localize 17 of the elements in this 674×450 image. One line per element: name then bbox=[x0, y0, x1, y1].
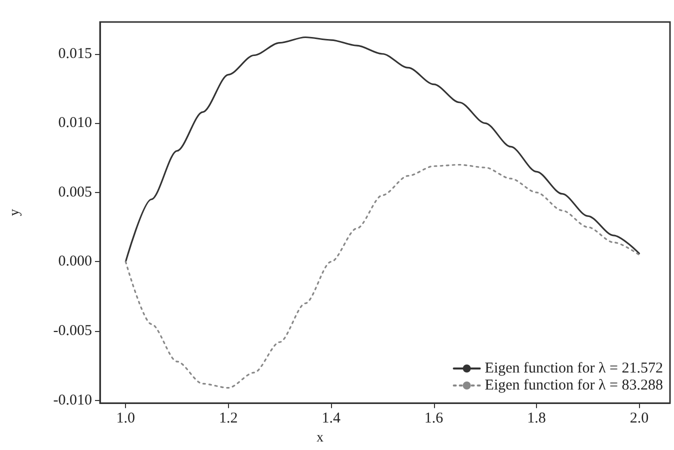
legend-label: Eigen function for λ = 21.572 bbox=[484, 360, 664, 376]
x-axis-title: x bbox=[316, 430, 324, 446]
y-tick-label: -0.005 bbox=[53, 323, 92, 340]
y-tick-label: -0.010 bbox=[53, 392, 92, 408]
x-tick-label: 1.0 bbox=[116, 410, 136, 427]
x-tick-label: 2.0 bbox=[630, 410, 649, 427]
y-axis-title: y bbox=[8, 209, 22, 216]
y-tick-label: 0.015 bbox=[58, 46, 92, 62]
x-tick-label: 1.2 bbox=[219, 410, 238, 427]
line-series bbox=[124, 36, 640, 263]
x-tick-label: 1.6 bbox=[424, 410, 444, 427]
x-tick-label: 1.4 bbox=[322, 410, 341, 427]
legend-label: Eigen function for λ = 83.288 bbox=[484, 378, 664, 394]
y-tick-label: 0.005 bbox=[58, 184, 92, 200]
x-tick-label: 1.8 bbox=[527, 410, 546, 427]
y-tick-label: 0.000 bbox=[58, 254, 92, 270]
y-tick-label: 0.010 bbox=[58, 115, 92, 132]
